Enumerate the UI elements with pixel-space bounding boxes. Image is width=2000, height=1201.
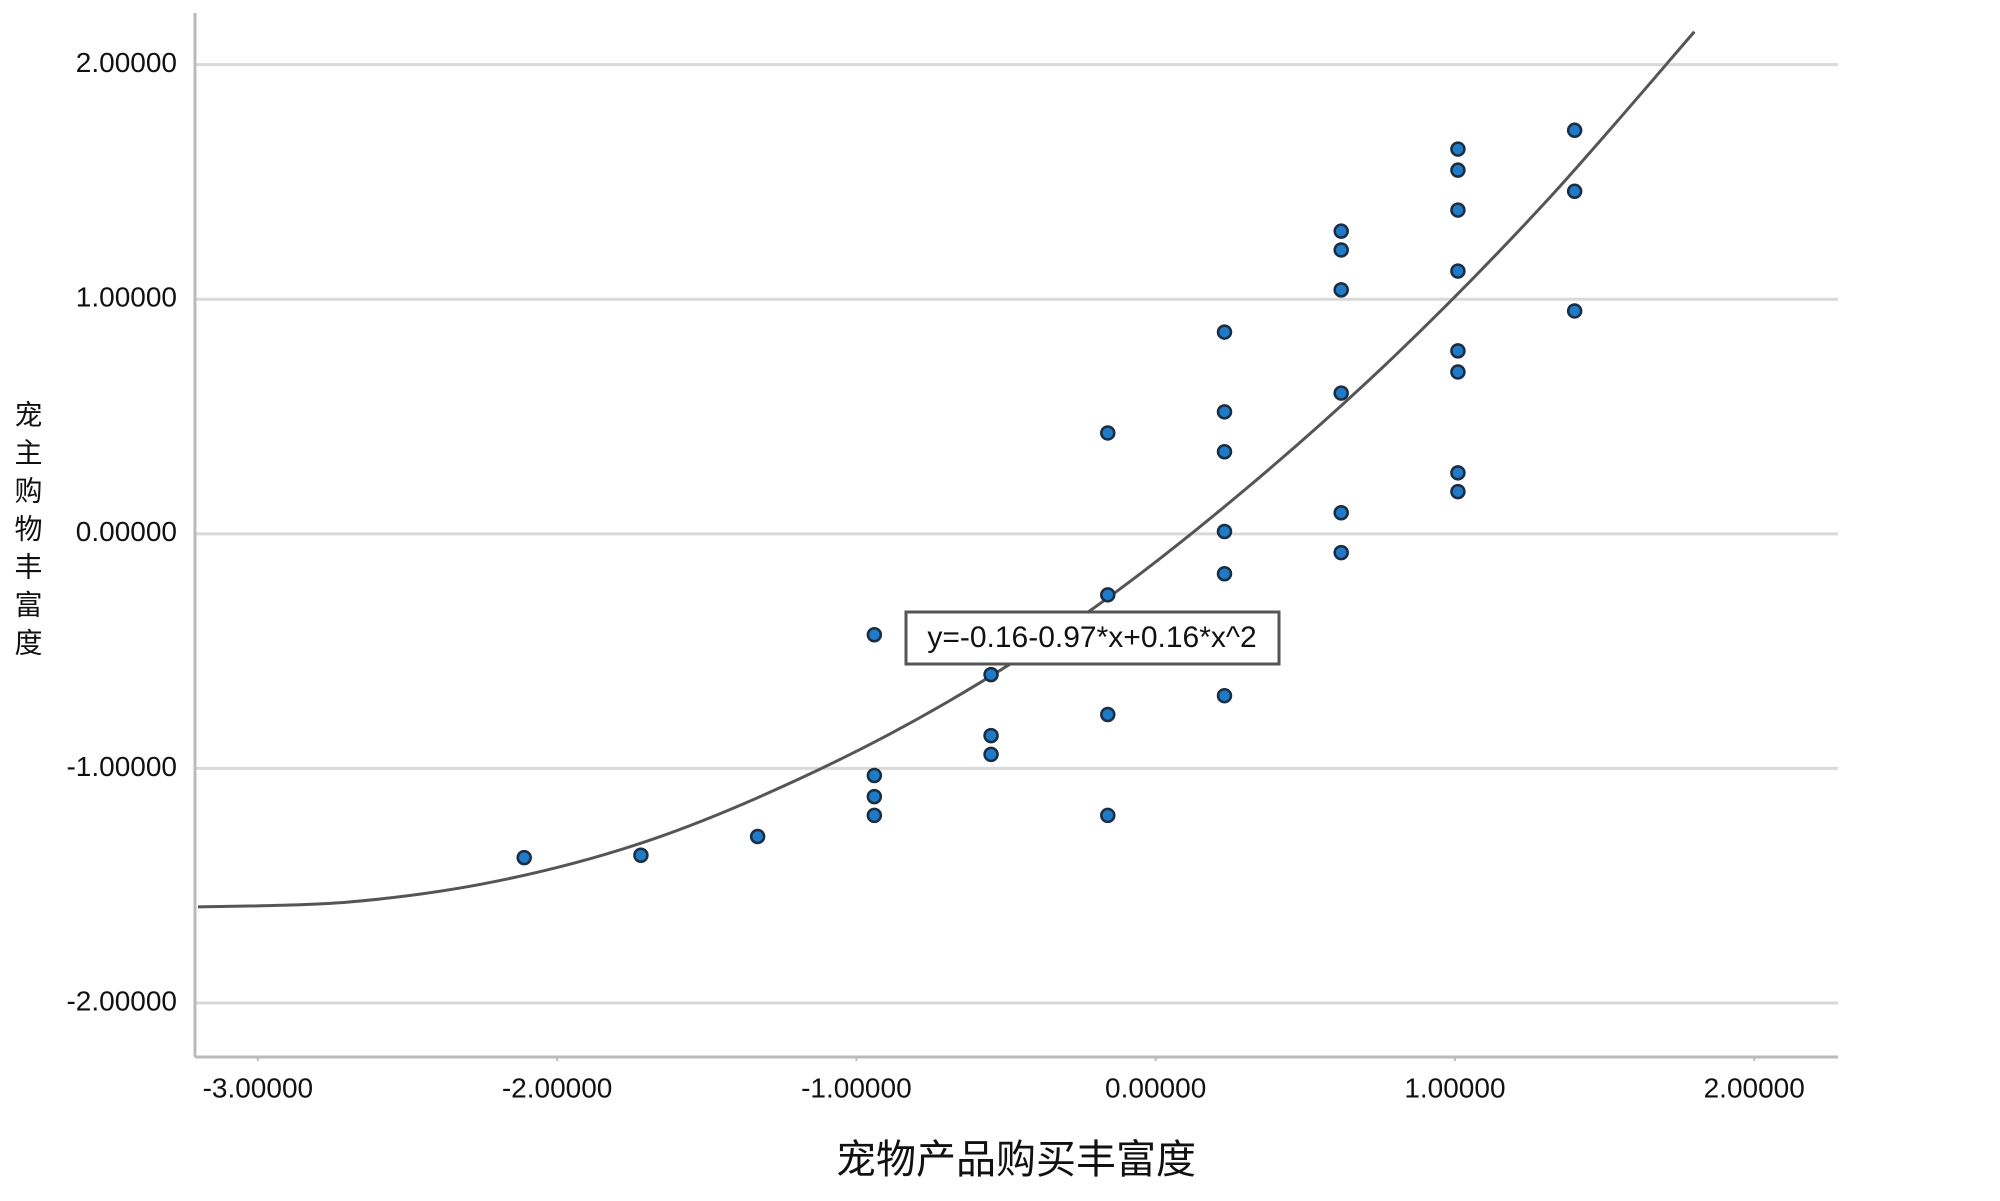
point <box>1450 483 1466 500</box>
point <box>1450 162 1466 178</box>
point <box>749 828 766 845</box>
point <box>1100 425 1116 441</box>
point <box>866 767 883 784</box>
point <box>1100 587 1116 603</box>
point <box>1566 183 1583 200</box>
point <box>1333 223 1349 239</box>
point <box>866 788 883 805</box>
point <box>1216 523 1233 540</box>
x-tick-label: -3.00000 <box>203 1072 314 1103</box>
point <box>1333 242 1349 258</box>
point <box>1566 303 1583 319</box>
point <box>983 746 999 763</box>
y-tick-label: 1.00000 <box>76 282 177 313</box>
annotation-box <box>904 610 1281 666</box>
point <box>633 847 649 863</box>
x-tick-label: 1.00000 <box>1404 1072 1505 1103</box>
point <box>1333 544 1349 561</box>
point <box>1216 404 1233 420</box>
annotation: y=-0.16-0.97*x+0.16*x^2 <box>904 610 1281 666</box>
point <box>1566 122 1583 139</box>
x-axis-title: 宠物产品购买丰富度 <box>836 1137 1196 1183</box>
x-tick-label: -1.00000 <box>801 1072 912 1103</box>
point <box>1450 343 1466 359</box>
point <box>1333 282 1349 298</box>
y-tick-label: -1.00000 <box>66 751 177 782</box>
y-tick-label: 0.00000 <box>76 516 177 547</box>
point <box>983 727 999 744</box>
point <box>1216 443 1233 460</box>
point <box>1450 465 1466 481</box>
point <box>1450 202 1466 218</box>
point <box>1450 141 1466 157</box>
point <box>983 666 999 683</box>
point <box>1100 807 1116 824</box>
point <box>1216 687 1233 704</box>
x-tick-label: 2.00000 <box>1704 1072 1805 1103</box>
x-tick-label: -2.00000 <box>502 1072 613 1103</box>
point <box>866 626 883 643</box>
point <box>1333 504 1349 521</box>
point <box>866 807 883 824</box>
point <box>1450 263 1466 279</box>
point <box>1450 364 1466 380</box>
y-tick-label: 2.00000 <box>76 47 177 78</box>
y-axis-title: 宠主购物丰富度 <box>11 400 44 666</box>
annotation-text: y=-0.16-0.97*x+0.16*x^2 <box>927 621 1256 654</box>
point <box>1100 706 1116 723</box>
fit-line <box>197 30 1696 909</box>
point <box>1216 324 1233 340</box>
x-tick-label: 0.00000 <box>1105 1072 1206 1103</box>
point <box>1333 385 1349 401</box>
point <box>1216 565 1233 582</box>
y-tick-label: -2.00000 <box>66 985 177 1016</box>
point <box>516 849 532 866</box>
